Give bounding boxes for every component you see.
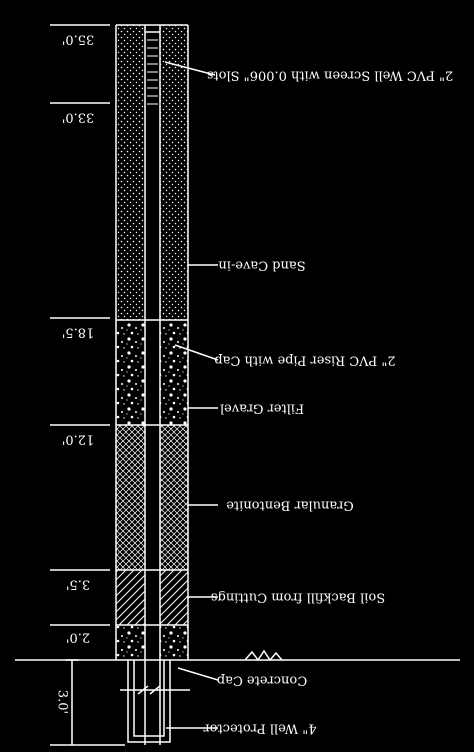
callout: Soil Backfill from Cuttings xyxy=(211,590,385,605)
callout: Granular Bentonite xyxy=(226,498,354,513)
depth-label: 18.5' xyxy=(62,325,95,340)
callout: 2" PVC Well Screen with 0.006" Slots xyxy=(207,68,453,83)
borehole xyxy=(115,24,189,660)
depth-lines xyxy=(50,24,125,746)
well-protector xyxy=(120,660,190,743)
callout: Concrete Cap xyxy=(217,673,307,688)
callout: Filter Gravel xyxy=(220,401,304,416)
depth-label: 33.0' xyxy=(62,110,95,125)
depth-label: 3.0' xyxy=(55,690,70,714)
depth-label: 2.0' xyxy=(66,630,90,645)
leaders xyxy=(164,61,219,729)
pipe xyxy=(144,25,161,745)
depth-label: 35.0' xyxy=(62,32,95,47)
callout: 2" PVC Riser Pipe with Cap xyxy=(214,353,395,368)
ground-surface xyxy=(15,649,460,662)
depth-label: 12.0' xyxy=(62,432,95,447)
callout: 4" Well Protector xyxy=(203,721,317,736)
callout: Sand Cave-in xyxy=(218,258,306,273)
depth-label: 3.5' xyxy=(66,577,90,592)
